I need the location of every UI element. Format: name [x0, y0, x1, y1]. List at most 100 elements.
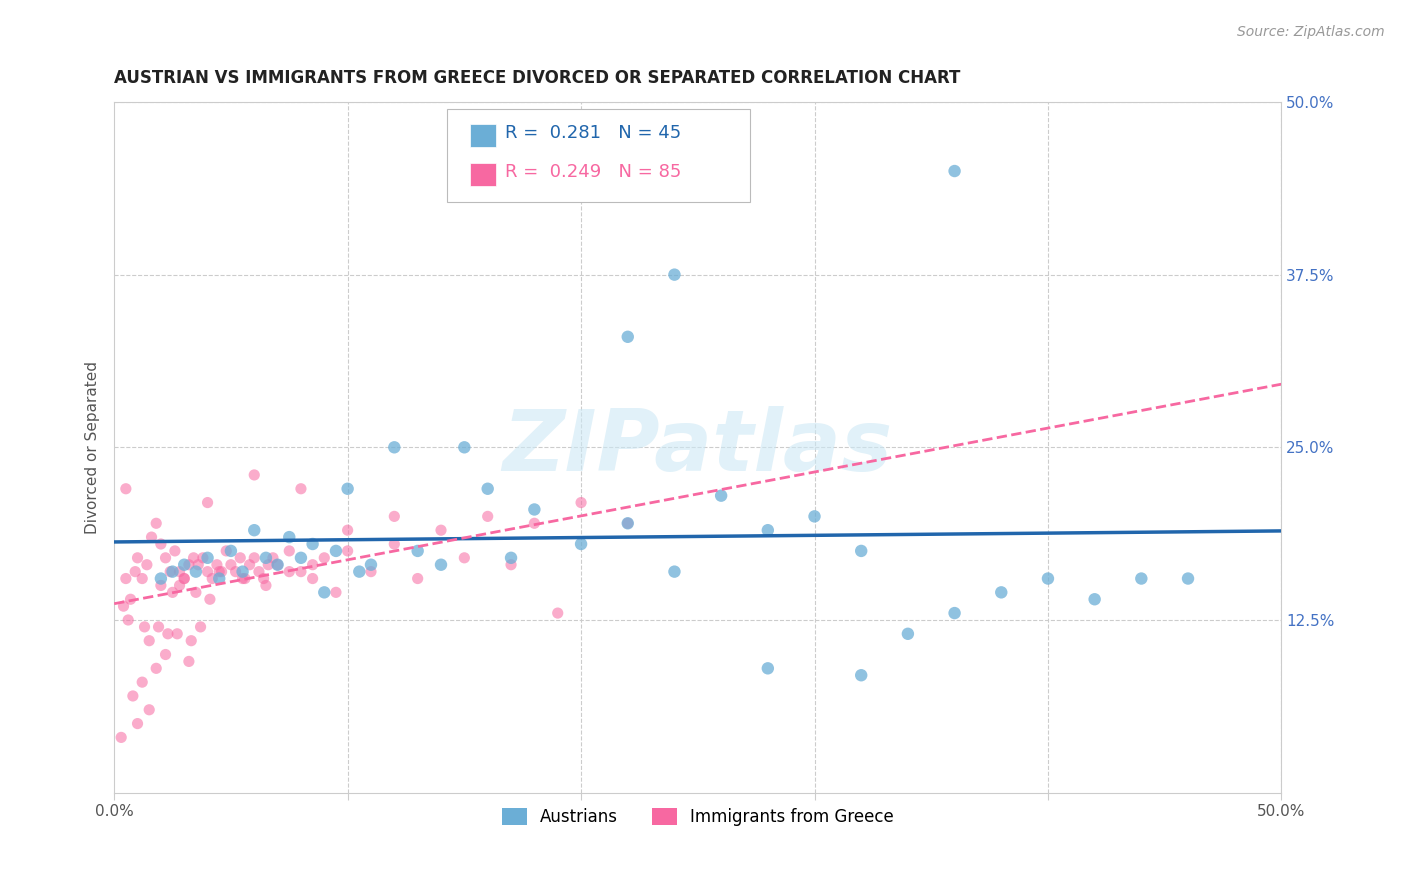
Point — [325, 585, 347, 599]
Text: R =  0.281   N = 45: R = 0.281 N = 45 — [505, 124, 682, 142]
Point — [149, 572, 172, 586]
Point — [198, 592, 221, 607]
Point — [191, 550, 214, 565]
Bar — [470, 124, 496, 147]
Point — [173, 558, 195, 572]
Point — [430, 558, 453, 572]
Point — [710, 489, 733, 503]
Point — [229, 550, 252, 565]
Text: Source: ZipAtlas.com: Source: ZipAtlas.com — [1237, 25, 1385, 39]
Point — [201, 572, 224, 586]
Point — [257, 558, 280, 572]
Point — [523, 516, 546, 531]
Point — [301, 537, 323, 551]
Point — [208, 565, 231, 579]
Point — [616, 516, 638, 531]
Point — [173, 572, 195, 586]
Point — [138, 703, 160, 717]
Point — [197, 550, 219, 565]
Point — [180, 633, 202, 648]
Point — [134, 620, 156, 634]
Point — [278, 530, 301, 544]
Point — [336, 523, 359, 537]
Point — [110, 731, 132, 745]
Point — [897, 627, 920, 641]
Point — [406, 544, 429, 558]
Point — [145, 661, 167, 675]
Point — [197, 565, 219, 579]
Point — [247, 565, 270, 579]
Point — [115, 572, 138, 586]
Bar — [470, 163, 496, 186]
Point — [1036, 572, 1059, 586]
Point — [225, 565, 247, 579]
Point — [141, 530, 163, 544]
Point — [115, 482, 138, 496]
Point — [336, 482, 359, 496]
Point — [215, 544, 238, 558]
Point — [124, 565, 146, 579]
Point — [184, 565, 207, 579]
Point — [756, 661, 779, 675]
Point — [243, 523, 266, 537]
Point — [155, 550, 177, 565]
Point — [756, 523, 779, 537]
Point — [219, 558, 242, 572]
Point — [360, 565, 382, 579]
Point — [547, 606, 569, 620]
Point — [290, 565, 312, 579]
Point — [266, 558, 288, 572]
Point — [278, 565, 301, 579]
Point — [183, 550, 205, 565]
Point — [325, 544, 347, 558]
Point — [190, 620, 212, 634]
Point — [127, 550, 149, 565]
Point — [382, 509, 405, 524]
Point — [477, 482, 499, 496]
Point — [169, 578, 191, 592]
Y-axis label: Divorced or Separated: Divorced or Separated — [86, 360, 100, 533]
Point — [266, 558, 288, 572]
Point — [290, 550, 312, 565]
Point — [205, 558, 228, 572]
Point — [664, 268, 686, 282]
Point — [301, 558, 323, 572]
Point — [163, 544, 186, 558]
Point — [162, 585, 184, 599]
Text: R =  0.249   N = 85: R = 0.249 N = 85 — [505, 162, 682, 181]
Point — [453, 440, 475, 454]
Point — [499, 550, 522, 565]
Point — [162, 565, 184, 579]
Point — [382, 537, 405, 551]
Point — [211, 565, 233, 579]
Point — [135, 558, 157, 572]
Point — [149, 537, 172, 551]
Point — [177, 558, 200, 572]
Point — [121, 689, 143, 703]
Point — [252, 572, 274, 586]
Point — [616, 516, 638, 531]
FancyBboxPatch shape — [447, 109, 751, 202]
Point — [301, 572, 323, 586]
Point — [314, 550, 336, 565]
Point — [173, 572, 195, 586]
Point — [616, 330, 638, 344]
Point — [278, 544, 301, 558]
Point — [664, 565, 686, 579]
Point — [112, 599, 135, 614]
Point — [184, 585, 207, 599]
Point — [138, 633, 160, 648]
Point — [803, 509, 825, 524]
Point — [1130, 572, 1153, 586]
Point — [349, 565, 371, 579]
Point — [477, 509, 499, 524]
Point — [131, 675, 153, 690]
Point — [187, 558, 209, 572]
Point — [219, 544, 242, 558]
Point — [262, 550, 284, 565]
Text: AUSTRIAN VS IMMIGRANTS FROM GREECE DIVORCED OR SEPARATED CORRELATION CHART: AUSTRIAN VS IMMIGRANTS FROM GREECE DIVOR… — [114, 69, 960, 87]
Point — [233, 572, 256, 586]
Point — [232, 572, 254, 586]
Point — [197, 495, 219, 509]
Point — [382, 440, 405, 454]
